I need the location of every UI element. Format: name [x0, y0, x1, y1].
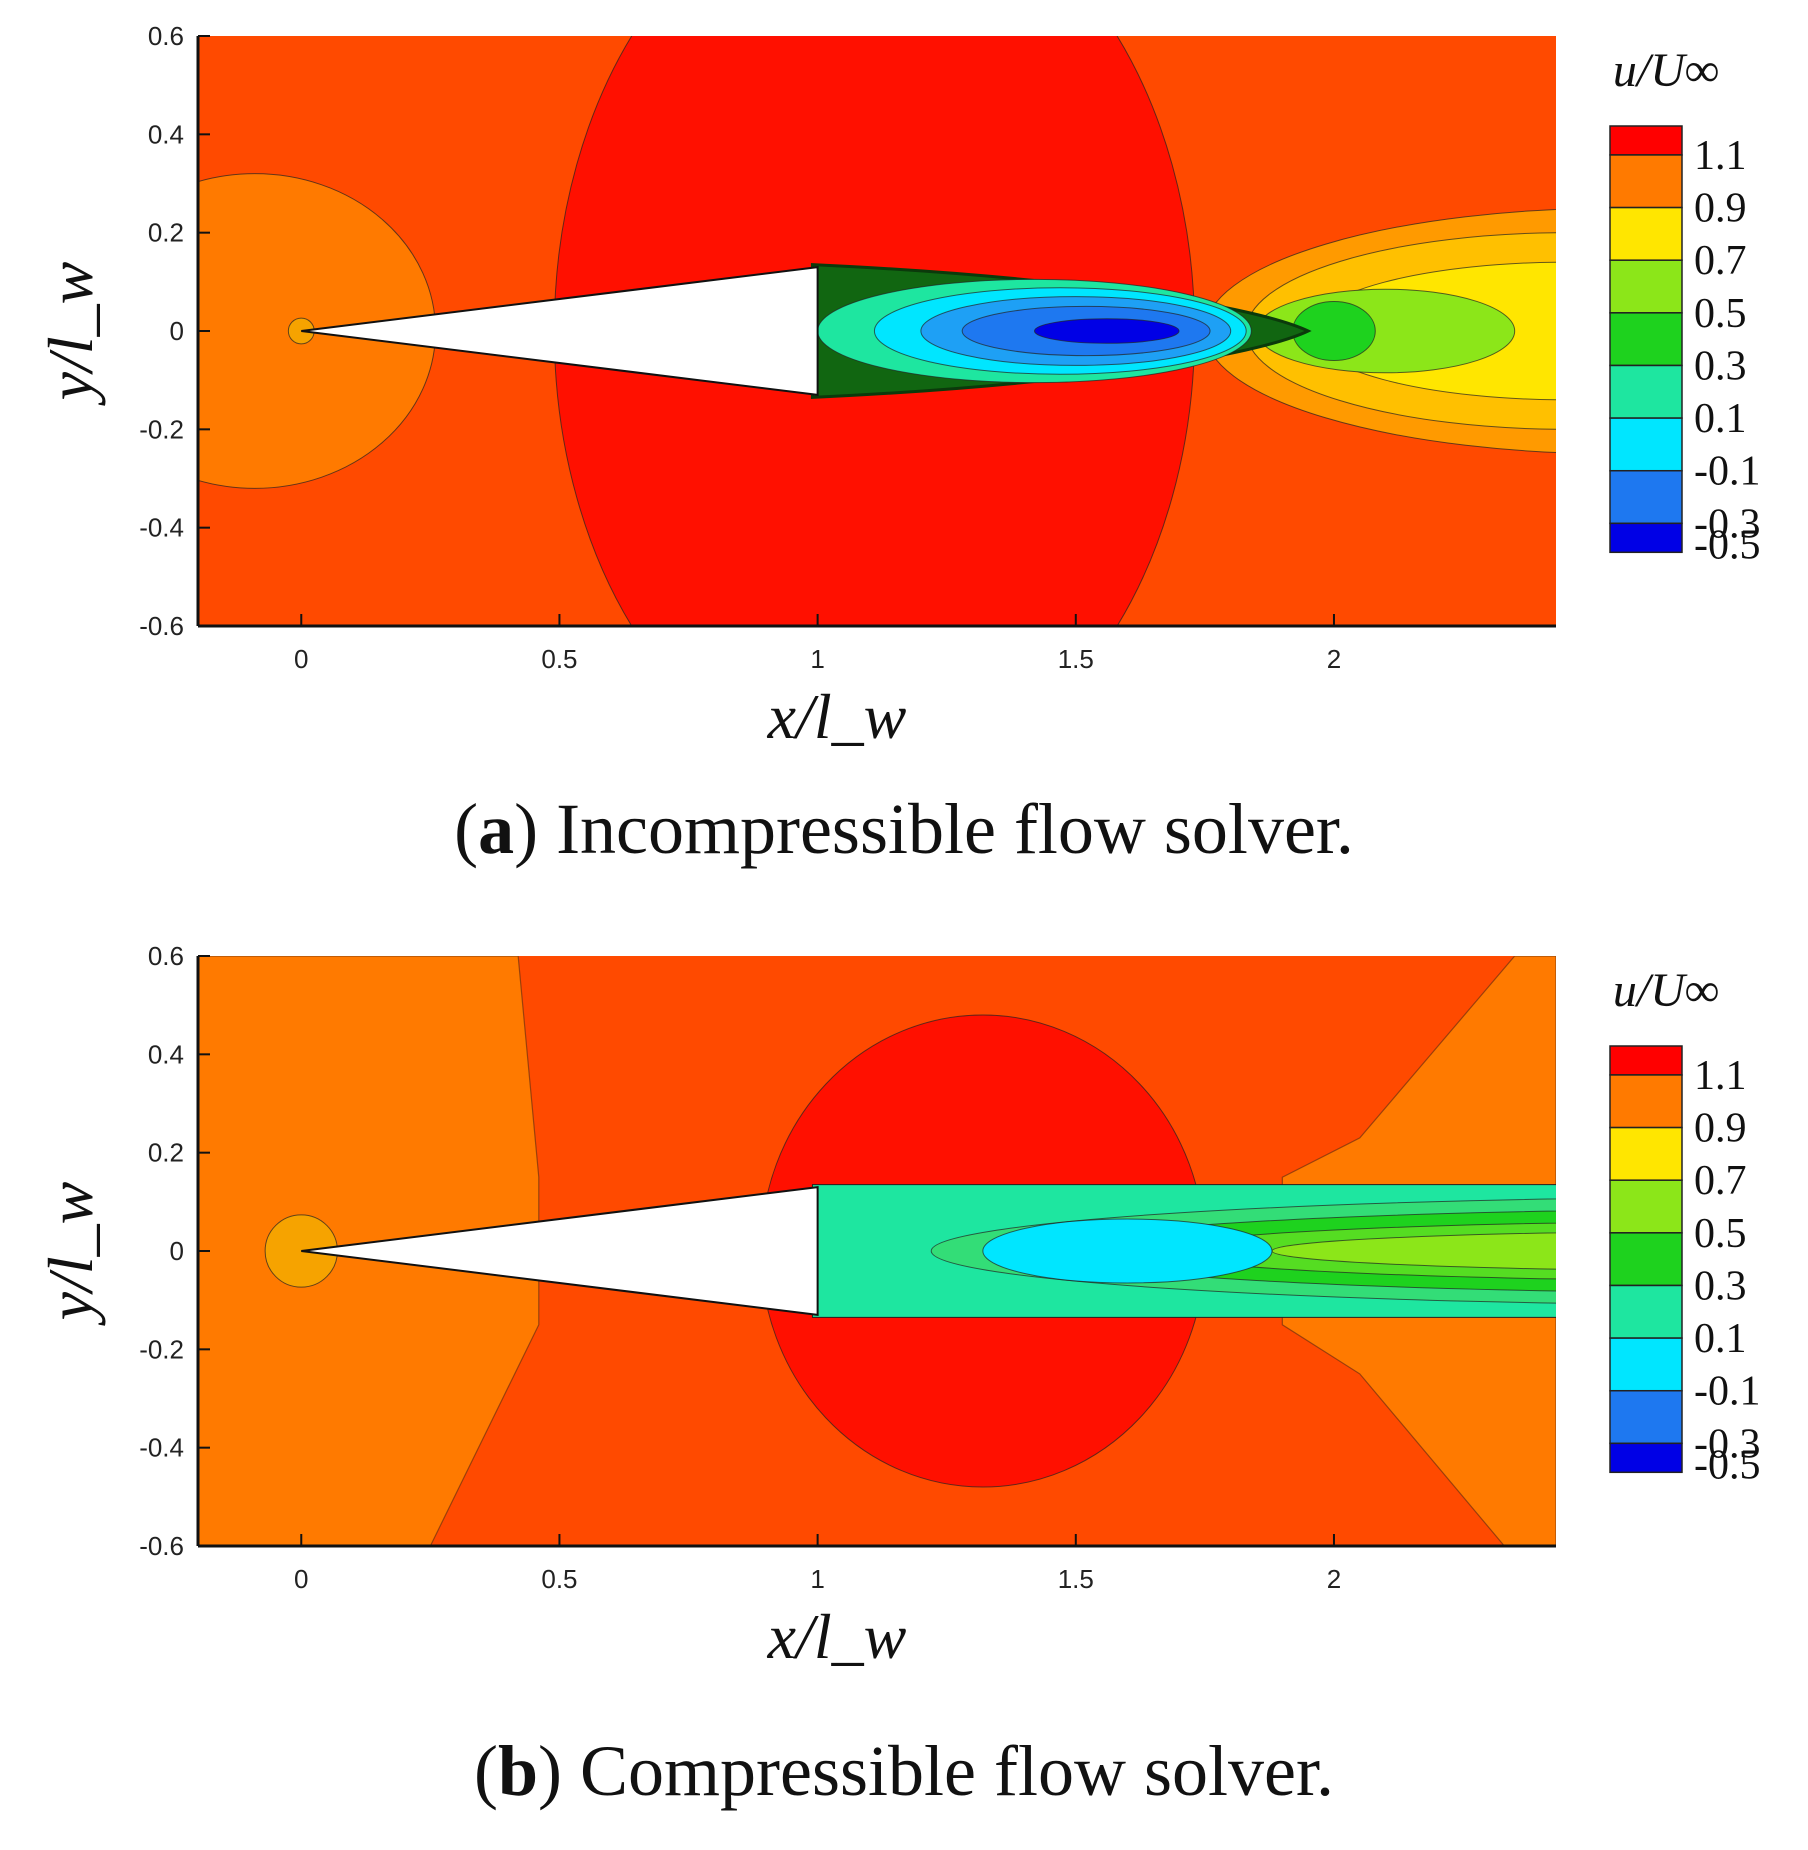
- y-tick-label: 0.6: [148, 941, 184, 971]
- colorbar-label: 0.1: [1694, 1316, 1747, 1362]
- y-tick-label: 0.2: [148, 1138, 184, 1168]
- colorbar-label: 0.5: [1694, 1211, 1747, 1257]
- panel-letter-a: a: [478, 789, 515, 869]
- colorbar-swatch: [1609, 1179, 1683, 1234]
- x-tick-label: 2: [1327, 644, 1341, 674]
- colorbar-swatch: [1609, 1074, 1683, 1129]
- caption-text-b: Compressible flow solver.: [580, 1731, 1334, 1811]
- panel-letter-b: b: [498, 1731, 539, 1811]
- colorbar-swatch: [1609, 417, 1683, 472]
- colorbar-label: 1.1: [1694, 1053, 1747, 1099]
- x-tick-label: 0: [294, 644, 308, 674]
- y-tick-label: -0.2: [139, 414, 184, 444]
- colorbar-title: u/U∞: [1613, 44, 1719, 97]
- colorbar-swatch: [1609, 312, 1683, 367]
- wedge-body: [301, 265, 819, 397]
- x-axis-title: x/l_w: [767, 681, 907, 752]
- wedge-body: [301, 1185, 819, 1317]
- colorbar-swatch: [1609, 259, 1683, 314]
- y-tick-label: 0: [170, 1236, 184, 1266]
- y-tick-label: -0.6: [139, 611, 184, 641]
- colorbar-swatch: [1609, 364, 1683, 419]
- colorbar-swatch: [1609, 1045, 1683, 1076]
- panel-b: 0 0.5 1 1.5 2 0.6 0.4 0.2 0 -0.2 -0.4 -0.6 x/l_w y/l_…: [0, 920, 1808, 1850]
- y-tick-label: 0.4: [148, 119, 184, 149]
- caption-text-a: Incompressible flow solver.: [556, 789, 1354, 869]
- contour-plot-a: 0 0.5 1 1.5 2 0.6 0.4 0.2 0 -0.2 -0.4 -0.6 x/l_w y/l_…: [35, 21, 1761, 752]
- y-tick-label: -0.6: [139, 1531, 184, 1561]
- y-tick-label: 0.2: [148, 218, 184, 248]
- colorbar-label: 0.7: [1694, 1158, 1747, 1204]
- x-tick-label: 0.5: [541, 1564, 577, 1594]
- y-tick-label: -0.4: [139, 513, 184, 543]
- colorbar-label: -0.5: [1694, 1442, 1761, 1488]
- colorbar-title: u/U∞: [1613, 964, 1719, 1017]
- x-tick-label: 1.5: [1058, 644, 1094, 674]
- region-wake-cyan: [982, 1218, 1273, 1284]
- colorbar-swatch: [1609, 206, 1683, 261]
- x-tick-label: 0.5: [541, 644, 577, 674]
- x-axis-title: x/l_w: [767, 1601, 907, 1672]
- y-tick-label: -0.4: [139, 1433, 184, 1463]
- x-tick-label: 2: [1327, 1564, 1341, 1594]
- colorbar-label: 0.9: [1694, 186, 1747, 232]
- colorbar-swatch: [1609, 1337, 1683, 1392]
- colorbar-swatch: [1609, 1442, 1683, 1474]
- caption-a: (a) Incompressible flow solver.: [454, 789, 1354, 869]
- colorbar-label: -0.1: [1694, 1369, 1761, 1415]
- colorbar-swatch: [1609, 1126, 1683, 1181]
- colorbar-swatch: [1609, 1232, 1683, 1287]
- y-tick-label: 0.6: [148, 21, 184, 51]
- colorbar-label: 0.9: [1694, 1106, 1747, 1152]
- colorbar-swatch: [1609, 1284, 1683, 1339]
- contour-plot-b: 0 0.5 1 1.5 2 0.6 0.4 0.2 0 -0.2 -0.4 -0.6 x/l_w y/l_…: [35, 941, 1761, 1672]
- colorbar-label: -0.3: [1694, 1421, 1761, 1467]
- colorbar-swatch: [1609, 125, 1683, 156]
- y-axis-title: y/l_w: [35, 1181, 106, 1326]
- colorbar-swatch: [1609, 469, 1683, 525]
- region-wake-darkblue: [1033, 318, 1180, 344]
- y-tick-label: 0.4: [148, 1039, 184, 1069]
- colorbar-label: -0.5: [1694, 522, 1761, 568]
- panel-a: 0 0.5 1 1.5 2 0.6 0.4 0.2 0 -0.2 -0.4 -0.6 x/l_w y/l_…: [0, 0, 1808, 920]
- colorbar-swatch: [1609, 1389, 1683, 1445]
- colorbar-label: 0.3: [1694, 1263, 1747, 1309]
- caption-b: (b) Compressible flow solver.: [474, 1731, 1334, 1811]
- colorbar-label: 1.1: [1694, 133, 1747, 179]
- colorbar-swatch: [1609, 154, 1683, 209]
- y-axis-title: y/l_w: [35, 261, 106, 406]
- x-tick-label: 1.5: [1058, 1564, 1094, 1594]
- x-tick-label: 1: [810, 1564, 824, 1594]
- y-tick-label: -0.2: [139, 1334, 184, 1364]
- colorbar-label: -0.1: [1694, 449, 1761, 495]
- colorbar-swatch: [1609, 522, 1683, 554]
- colorbar-label: 0.3: [1694, 343, 1747, 389]
- x-tick-label: 0: [294, 1564, 308, 1594]
- contour-field: [198, 36, 1556, 626]
- x-tick-label: 1: [810, 644, 824, 674]
- colorbar-label: 0.1: [1694, 396, 1747, 442]
- colorbar-label: 0.7: [1694, 238, 1747, 284]
- colorbar-label: -0.3: [1694, 501, 1761, 547]
- colorbar-label: 0.5: [1694, 291, 1747, 337]
- y-tick-label: 0: [170, 316, 184, 346]
